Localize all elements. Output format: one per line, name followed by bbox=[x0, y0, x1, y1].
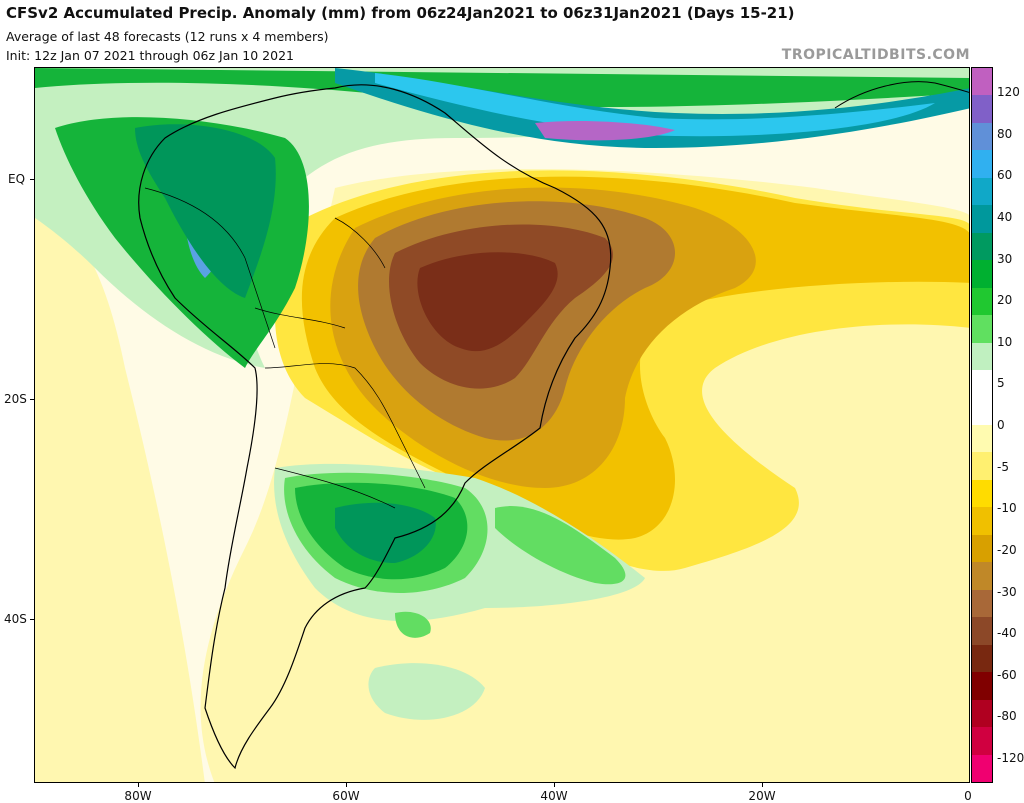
lat-label-20s: 20S bbox=[4, 392, 27, 406]
colorbar-segment bbox=[972, 562, 992, 591]
colorbar bbox=[971, 67, 993, 783]
colorbar-tick-label: 0 bbox=[997, 418, 1005, 432]
anomaly-dry-deep-region bbox=[417, 252, 558, 352]
colorbar-segment bbox=[972, 699, 992, 728]
colorbar-segment bbox=[972, 534, 992, 563]
lat-label-40s: 40S bbox=[4, 612, 27, 626]
colorbar-segment bbox=[972, 452, 992, 481]
anomaly-wet-cyan-band bbox=[375, 73, 935, 137]
precip-anomaly-map bbox=[34, 67, 970, 783]
colorbar-tick-label: -5 bbox=[997, 459, 1009, 474]
anomaly-wet-atlantic-streak bbox=[495, 506, 626, 585]
colorbar-segment bbox=[972, 95, 992, 124]
lon-label-0: 0 bbox=[964, 789, 972, 803]
colorbar-tick-label: -120 bbox=[997, 751, 1024, 765]
colorbar-tick-label: -60 bbox=[997, 667, 1017, 682]
lon-tick-80w bbox=[138, 783, 139, 787]
colorbar-tick-label: 20 bbox=[997, 293, 1013, 308]
lat-tick-20s bbox=[30, 399, 34, 400]
colorbar-segment bbox=[972, 315, 992, 344]
colorbar-tick-label: 60 bbox=[997, 168, 1013, 183]
colorbar-segment bbox=[972, 507, 992, 536]
watermark: TROPICALTIDBITS.COM bbox=[781, 47, 970, 63]
map-title: CFSv2 Accumulated Precip. Anomaly (mm) f… bbox=[6, 4, 795, 22]
colorbar-segment bbox=[972, 617, 992, 646]
colorbar-segment bbox=[972, 177, 992, 206]
colorbar-segment bbox=[972, 425, 992, 453]
colorbar-segment bbox=[972, 672, 992, 701]
lon-tick-40w bbox=[554, 783, 555, 787]
map-subtitle: Average of last 48 forecasts (12 runs x … bbox=[6, 29, 329, 44]
africa-coastline bbox=[834, 81, 969, 109]
anomaly-wet-patagonia bbox=[368, 663, 485, 720]
colorbar-tick-label: 5 bbox=[997, 376, 1005, 391]
anomaly-wet-small-patch bbox=[395, 611, 431, 638]
colorbar-segment bbox=[972, 479, 992, 508]
anomaly-wet-green-north bbox=[35, 68, 969, 108]
colorbar-segment bbox=[972, 342, 992, 371]
lat-label-eq: EQ bbox=[8, 172, 26, 186]
colorbar-segment bbox=[972, 232, 992, 261]
lon-tick-60w bbox=[346, 783, 347, 787]
lon-label-80w: 80W bbox=[124, 789, 152, 803]
colorbar-segment bbox=[972, 150, 992, 179]
init-time-label: Init: 12z Jan 07 2021 through 06z Jan 10… bbox=[6, 48, 294, 63]
anomaly-wet-teal-andes bbox=[135, 124, 276, 298]
colorbar-tick-label: 10 bbox=[997, 334, 1013, 349]
colorbar-segment bbox=[972, 68, 992, 96]
colorbar-tick-label: -10 bbox=[997, 501, 1017, 516]
lon-label-20w: 20W bbox=[748, 789, 776, 803]
lon-tick-20w bbox=[762, 783, 763, 787]
colorbar-segment bbox=[972, 589, 992, 618]
colorbar-tick-label: 120 bbox=[997, 85, 1020, 99]
lat-tick-40s bbox=[30, 619, 34, 620]
lon-label-60w: 60W bbox=[332, 789, 360, 803]
colorbar-tick-label: -80 bbox=[997, 709, 1017, 724]
colorbar-segment bbox=[972, 205, 992, 234]
colorbar-segment bbox=[972, 287, 992, 316]
colorbar-tick-label: 30 bbox=[997, 251, 1013, 266]
colorbar-segment bbox=[972, 754, 992, 783]
colorbar-segment bbox=[972, 644, 992, 673]
colorbar-segment bbox=[972, 397, 992, 426]
anomaly-wet-dark-south bbox=[335, 502, 436, 563]
colorbar-segment bbox=[972, 727, 992, 756]
colorbar-tick-label: -40 bbox=[997, 626, 1017, 641]
anomaly-pacific-pale-region bbox=[35, 208, 205, 782]
colorbar-segment bbox=[972, 370, 992, 399]
lon-label-40w: 40W bbox=[540, 789, 568, 803]
colorbar-tick-label: -30 bbox=[997, 584, 1017, 599]
south-america-coastline bbox=[138, 84, 612, 770]
colorbar-tick-label: 40 bbox=[997, 209, 1013, 224]
colorbar-tick-label: 80 bbox=[997, 126, 1013, 141]
colorbar-segment bbox=[972, 122, 992, 151]
anomaly-wet-purple-core bbox=[535, 120, 675, 141]
lat-tick-eq bbox=[30, 179, 34, 180]
colorbar-tick-label: -20 bbox=[997, 542, 1017, 557]
country-borders bbox=[144, 187, 426, 509]
map-canvas bbox=[35, 68, 969, 782]
colorbar-segment bbox=[972, 260, 992, 289]
